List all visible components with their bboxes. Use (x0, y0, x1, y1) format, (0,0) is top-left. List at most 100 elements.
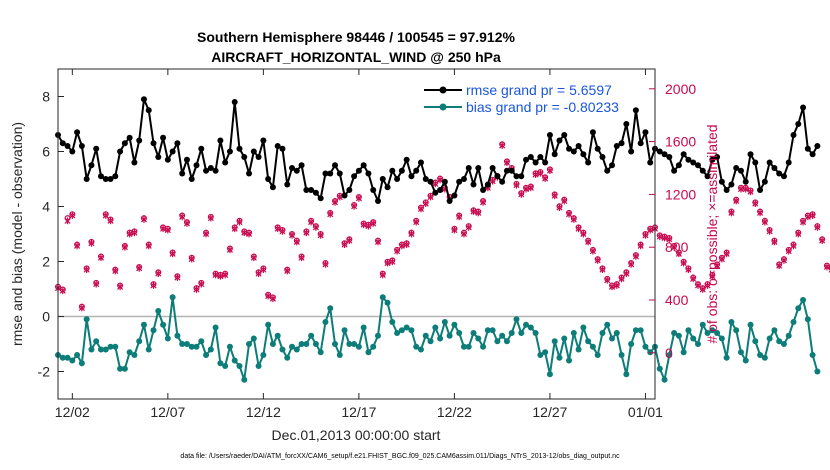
rmse-point (508, 167, 515, 174)
obs-assimilated-point (470, 208, 477, 215)
rmse-point (83, 176, 90, 182)
obs-assimilated-point (785, 247, 792, 255)
bias-point (365, 349, 372, 356)
rmse-point (336, 170, 343, 177)
x-tick-label: 12/02 (55, 404, 90, 420)
rmse-point (360, 162, 367, 169)
x-tick-label: 12/27 (532, 404, 567, 420)
rmse-point (207, 165, 214, 171)
bias-point (203, 352, 210, 358)
bias-point (752, 338, 759, 345)
obs-assimilated-point (112, 267, 119, 275)
bias-point (580, 324, 587, 331)
rmse-point (480, 187, 487, 193)
bias-point (680, 349, 687, 356)
legend-rmse-label: rmse grand pr = 5.6597 (466, 82, 612, 98)
obs-assimilated-point (518, 191, 525, 198)
rmse-point (499, 178, 506, 185)
obs-assimilated-point (513, 181, 520, 189)
rmse-point (427, 178, 434, 185)
bias-point (523, 321, 530, 328)
bias-point (145, 346, 152, 353)
obs-assimilated-point (589, 247, 596, 255)
obs-assimilated-point (413, 218, 420, 226)
obs-assimilated-point (594, 257, 601, 264)
obs-assimilated-point (532, 171, 539, 178)
obs-assimilated-point (231, 225, 238, 233)
bias-point (379, 294, 386, 301)
obs-assimilated-point (241, 229, 248, 237)
rmse-point (814, 143, 821, 149)
obs-assimilated-point (694, 282, 702, 289)
obs-assimilated-point (312, 224, 319, 231)
bias-point (193, 343, 200, 350)
obs-assimilated-point (203, 230, 210, 238)
obs-assimilated-point (255, 270, 262, 277)
bias-point (207, 346, 214, 353)
obs-assimilated-point (637, 242, 644, 250)
bias-point (355, 343, 362, 350)
rmse-point (131, 159, 138, 166)
rmse-point (776, 170, 783, 177)
y-right-tick-label: 0 (665, 345, 673, 361)
bias-point (198, 338, 205, 345)
obs-assimilated-point (250, 254, 257, 262)
bias-point (408, 327, 415, 334)
rmse-point (527, 154, 534, 160)
obs-assimilated-point (761, 218, 768, 226)
rmse-point (537, 154, 544, 160)
bias-point (155, 308, 162, 314)
bias-point (150, 327, 157, 334)
bias-point (623, 371, 630, 378)
obs-assimilated-point (140, 216, 147, 223)
bias-point (317, 349, 324, 356)
y-tick-label: 0 (42, 309, 50, 325)
rmse-point (628, 148, 635, 155)
y-right-tick-label: 2000 (665, 81, 696, 97)
bias-point (398, 327, 405, 334)
obs-assimilated-point (747, 188, 754, 196)
bias-point (484, 327, 491, 334)
bias-point (489, 327, 496, 334)
bias-point (374, 332, 381, 339)
y-axis-right-ticks: 0 400 800 1200 1600 2000 (649, 81, 696, 361)
rmse-point (470, 181, 477, 188)
rmse-point (446, 198, 453, 204)
obs-assimilated-point (804, 213, 811, 221)
rmse-point (613, 143, 620, 149)
obs-assimilated-point (288, 231, 296, 239)
bias-point (575, 346, 582, 353)
bias-point (690, 335, 697, 342)
bias-point (542, 349, 549, 356)
obs-assimilated-point (465, 224, 472, 231)
obs-assimilated-point (814, 224, 821, 231)
obs-assimilated-point (169, 250, 176, 258)
y-axis-label: rmse and bias (model - observation) (9, 122, 25, 346)
bias-point (642, 343, 649, 350)
bias-point (441, 319, 448, 325)
rmse-point (460, 176, 467, 182)
rmse-point (542, 159, 549, 166)
rmse-point (250, 148, 257, 155)
rmse-point (188, 176, 195, 182)
rmse-point (666, 154, 673, 160)
rmse-point (293, 167, 300, 174)
rmse-point (594, 145, 601, 152)
bias-point (121, 365, 128, 372)
rmse-point (809, 151, 816, 158)
obs-assimilated-point (680, 259, 687, 267)
bias-point (499, 332, 506, 339)
rmse-point (183, 156, 190, 163)
bias-point (785, 332, 792, 339)
bias-point (389, 319, 396, 325)
rmse-point (609, 162, 616, 169)
bias-point (757, 352, 764, 358)
bias-point (250, 335, 257, 342)
obs-assimilated-point (126, 230, 133, 238)
rmse-point (699, 167, 706, 174)
obs-assimilated-point (246, 230, 253, 238)
obs-assimilated-point (64, 217, 71, 225)
obs-assimilated-point (503, 159, 510, 167)
obs-possible-point (828, 265, 830, 271)
rmse-point (222, 159, 229, 166)
